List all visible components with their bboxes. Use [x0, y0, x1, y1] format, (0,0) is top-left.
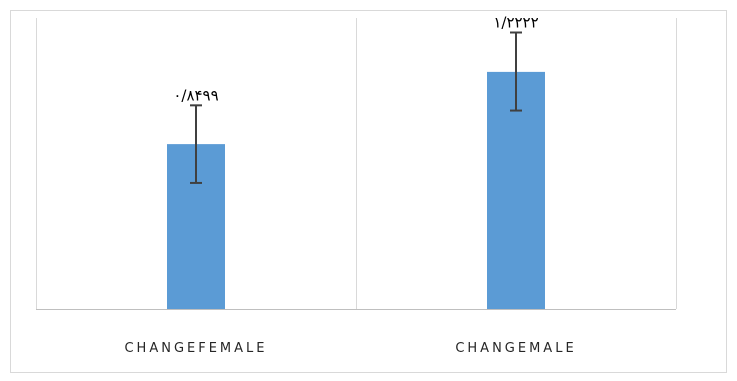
- chart-border: [10, 10, 727, 373]
- category-label: CHANGEFEMALE: [124, 341, 267, 356]
- plot-area: ۰/۸۴۹۹ CHANGEFEMALE ۱/۲۲۲۲ CHANGEMALE: [36, 14, 677, 356]
- data-label: ۱/۲۲۲۲: [493, 14, 538, 32]
- data-label: ۰/۸۴۹۹: [173, 86, 218, 104]
- category-label: CHANGEMALE: [455, 341, 576, 356]
